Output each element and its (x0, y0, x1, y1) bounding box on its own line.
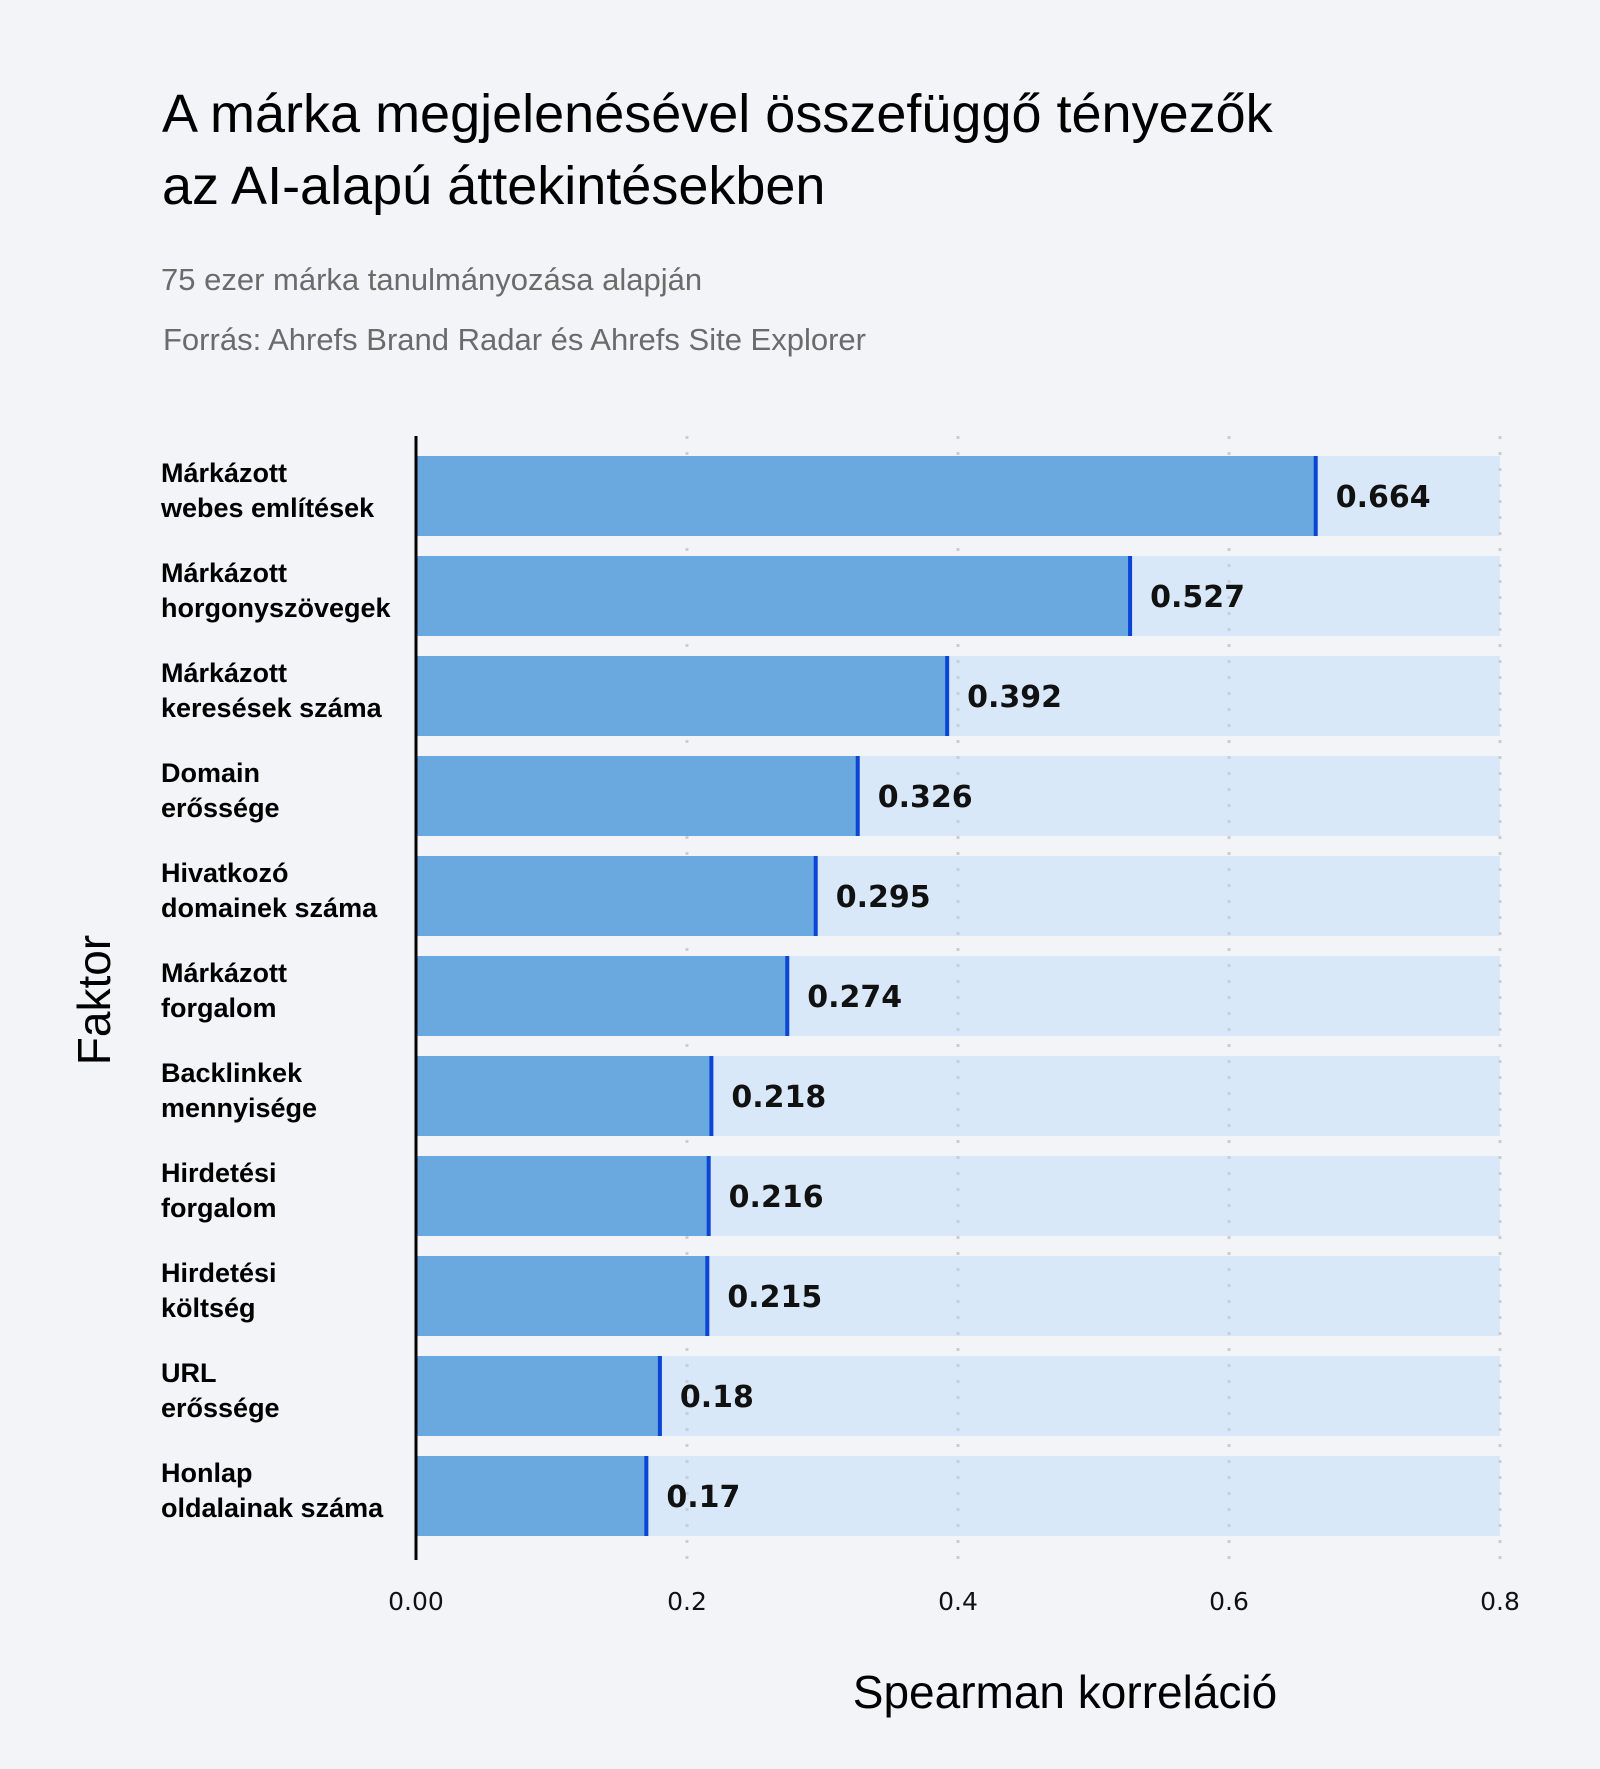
bar-end-marker (785, 956, 790, 1036)
category-label: URL erőssége (161, 1358, 280, 1423)
chart-subtitle: 75 ezer márka tanulmányozása alapján (161, 262, 703, 297)
category-label: Márkázott keresések száma (161, 658, 383, 723)
bar-end-marker (855, 756, 860, 836)
bar (416, 1156, 709, 1236)
bar-end-marker (1128, 556, 1133, 636)
x-axis-title: Spearman korreláció (853, 1666, 1277, 1718)
x-tick-label: 0.00 (388, 1587, 444, 1616)
category-label-line: forgalom (161, 993, 277, 1023)
value-label: 0.295 (836, 880, 931, 915)
value-label: 0.326 (878, 780, 973, 815)
category-label: Honlap oldalainak száma (161, 1458, 384, 1523)
bar-end-marker (657, 1356, 662, 1436)
bar-end-marker (709, 1056, 714, 1136)
x-tick-labels: 0.00 0.2 0.4 0.6 0.8 (388, 1587, 1520, 1616)
bar (416, 856, 816, 936)
bar (416, 1356, 660, 1436)
category-label-line: Hirdetési (161, 1158, 277, 1188)
x-tick-label: 0.8 (1480, 1587, 1520, 1616)
bar (416, 1256, 708, 1336)
bars (416, 456, 1316, 1536)
category-label: Márkázott webes említések (160, 458, 375, 523)
chart-title: A márka megjelenésével összefüggő tényez… (162, 78, 1273, 222)
bar (416, 1456, 647, 1536)
category-label: Márkázott forgalom (161, 958, 287, 1023)
bar (416, 756, 858, 836)
value-label: 0.218 (731, 1080, 826, 1115)
bar (416, 656, 948, 736)
category-label-line: erőssége (161, 1393, 280, 1423)
category-label-line: Márkázott (161, 658, 287, 688)
x-tick-label: 0.6 (1209, 1587, 1249, 1616)
category-label-line: URL (161, 1358, 217, 1388)
category-labels: Márkázott webes említések Márkázott horgony… (160, 458, 392, 1523)
bar-end-markers (644, 456, 1318, 1536)
bar (416, 556, 1131, 636)
bar (416, 1056, 712, 1136)
category-label: Backlinkek mennyisége (161, 1058, 317, 1123)
category-label: Hirdetési forgalom (161, 1158, 277, 1223)
category-label-line: költség (161, 1293, 256, 1323)
bar-end-marker (1313, 456, 1318, 536)
value-label: 0.17 (666, 1480, 740, 1515)
category-label-line: Domain (161, 758, 260, 788)
category-label-line: Hivatkozó (161, 858, 289, 888)
value-label: 0.664 (1336, 480, 1431, 515)
category-label-line: Márkázott (161, 458, 287, 488)
chart-title-line-1: A márka megjelenésével összefüggő tényez… (162, 84, 1273, 144)
value-labels: 0.664 0.527 0.392 0.326 0.295 0.274 0.218 0.216… (666, 480, 1430, 1515)
chart-source: Forrás: Ahrefs Brand Radar és Ahrefs Sit… (163, 322, 866, 357)
category-label-line: domainek száma (161, 893, 378, 923)
bar-end-marker (945, 656, 950, 736)
category-label-line: horgonyszövegek (161, 593, 392, 623)
bar-end-marker (706, 1156, 711, 1236)
bar-end-marker (813, 856, 818, 936)
value-label: 0.392 (967, 680, 1062, 715)
category-label: Domain erőssége (161, 758, 280, 823)
value-label: 0.215 (727, 1280, 822, 1315)
value-label: 0.274 (807, 980, 902, 1015)
value-label: 0.18 (680, 1380, 754, 1415)
category-label-line: Márkázott (161, 958, 287, 988)
category-label: Hirdetési költség (161, 1258, 277, 1323)
x-tick-label: 0.2 (667, 1587, 707, 1616)
bar-end-marker (644, 1456, 649, 1536)
chart-title-line-2: az AI-alapú áttekintésekben (162, 156, 826, 216)
bar-end-marker (705, 1256, 710, 1336)
value-label: 0.527 (1150, 580, 1245, 615)
bar (416, 956, 788, 1036)
category-label: Márkázott horgonyszövegek (161, 558, 392, 623)
category-label-line: webes említések (160, 493, 375, 523)
category-label-line: Márkázott (161, 558, 287, 588)
category-label: Hivatkozó domainek száma (161, 858, 378, 923)
value-label: 0.216 (729, 1180, 824, 1215)
category-label-line: forgalom (161, 1193, 277, 1223)
x-tick-label: 0.4 (938, 1587, 978, 1616)
category-label-line: keresések száma (161, 693, 383, 723)
category-label-line: Honlap (161, 1458, 253, 1488)
category-label-line: mennyisége (161, 1093, 317, 1123)
category-label-line: erőssége (161, 793, 280, 823)
category-label-line: Backlinkek (161, 1058, 303, 1088)
bar (416, 456, 1316, 536)
category-label-line: Hirdetési (161, 1258, 277, 1288)
y-axis-title: Faktor (68, 935, 120, 1065)
category-label-line: oldalainak száma (161, 1493, 384, 1523)
